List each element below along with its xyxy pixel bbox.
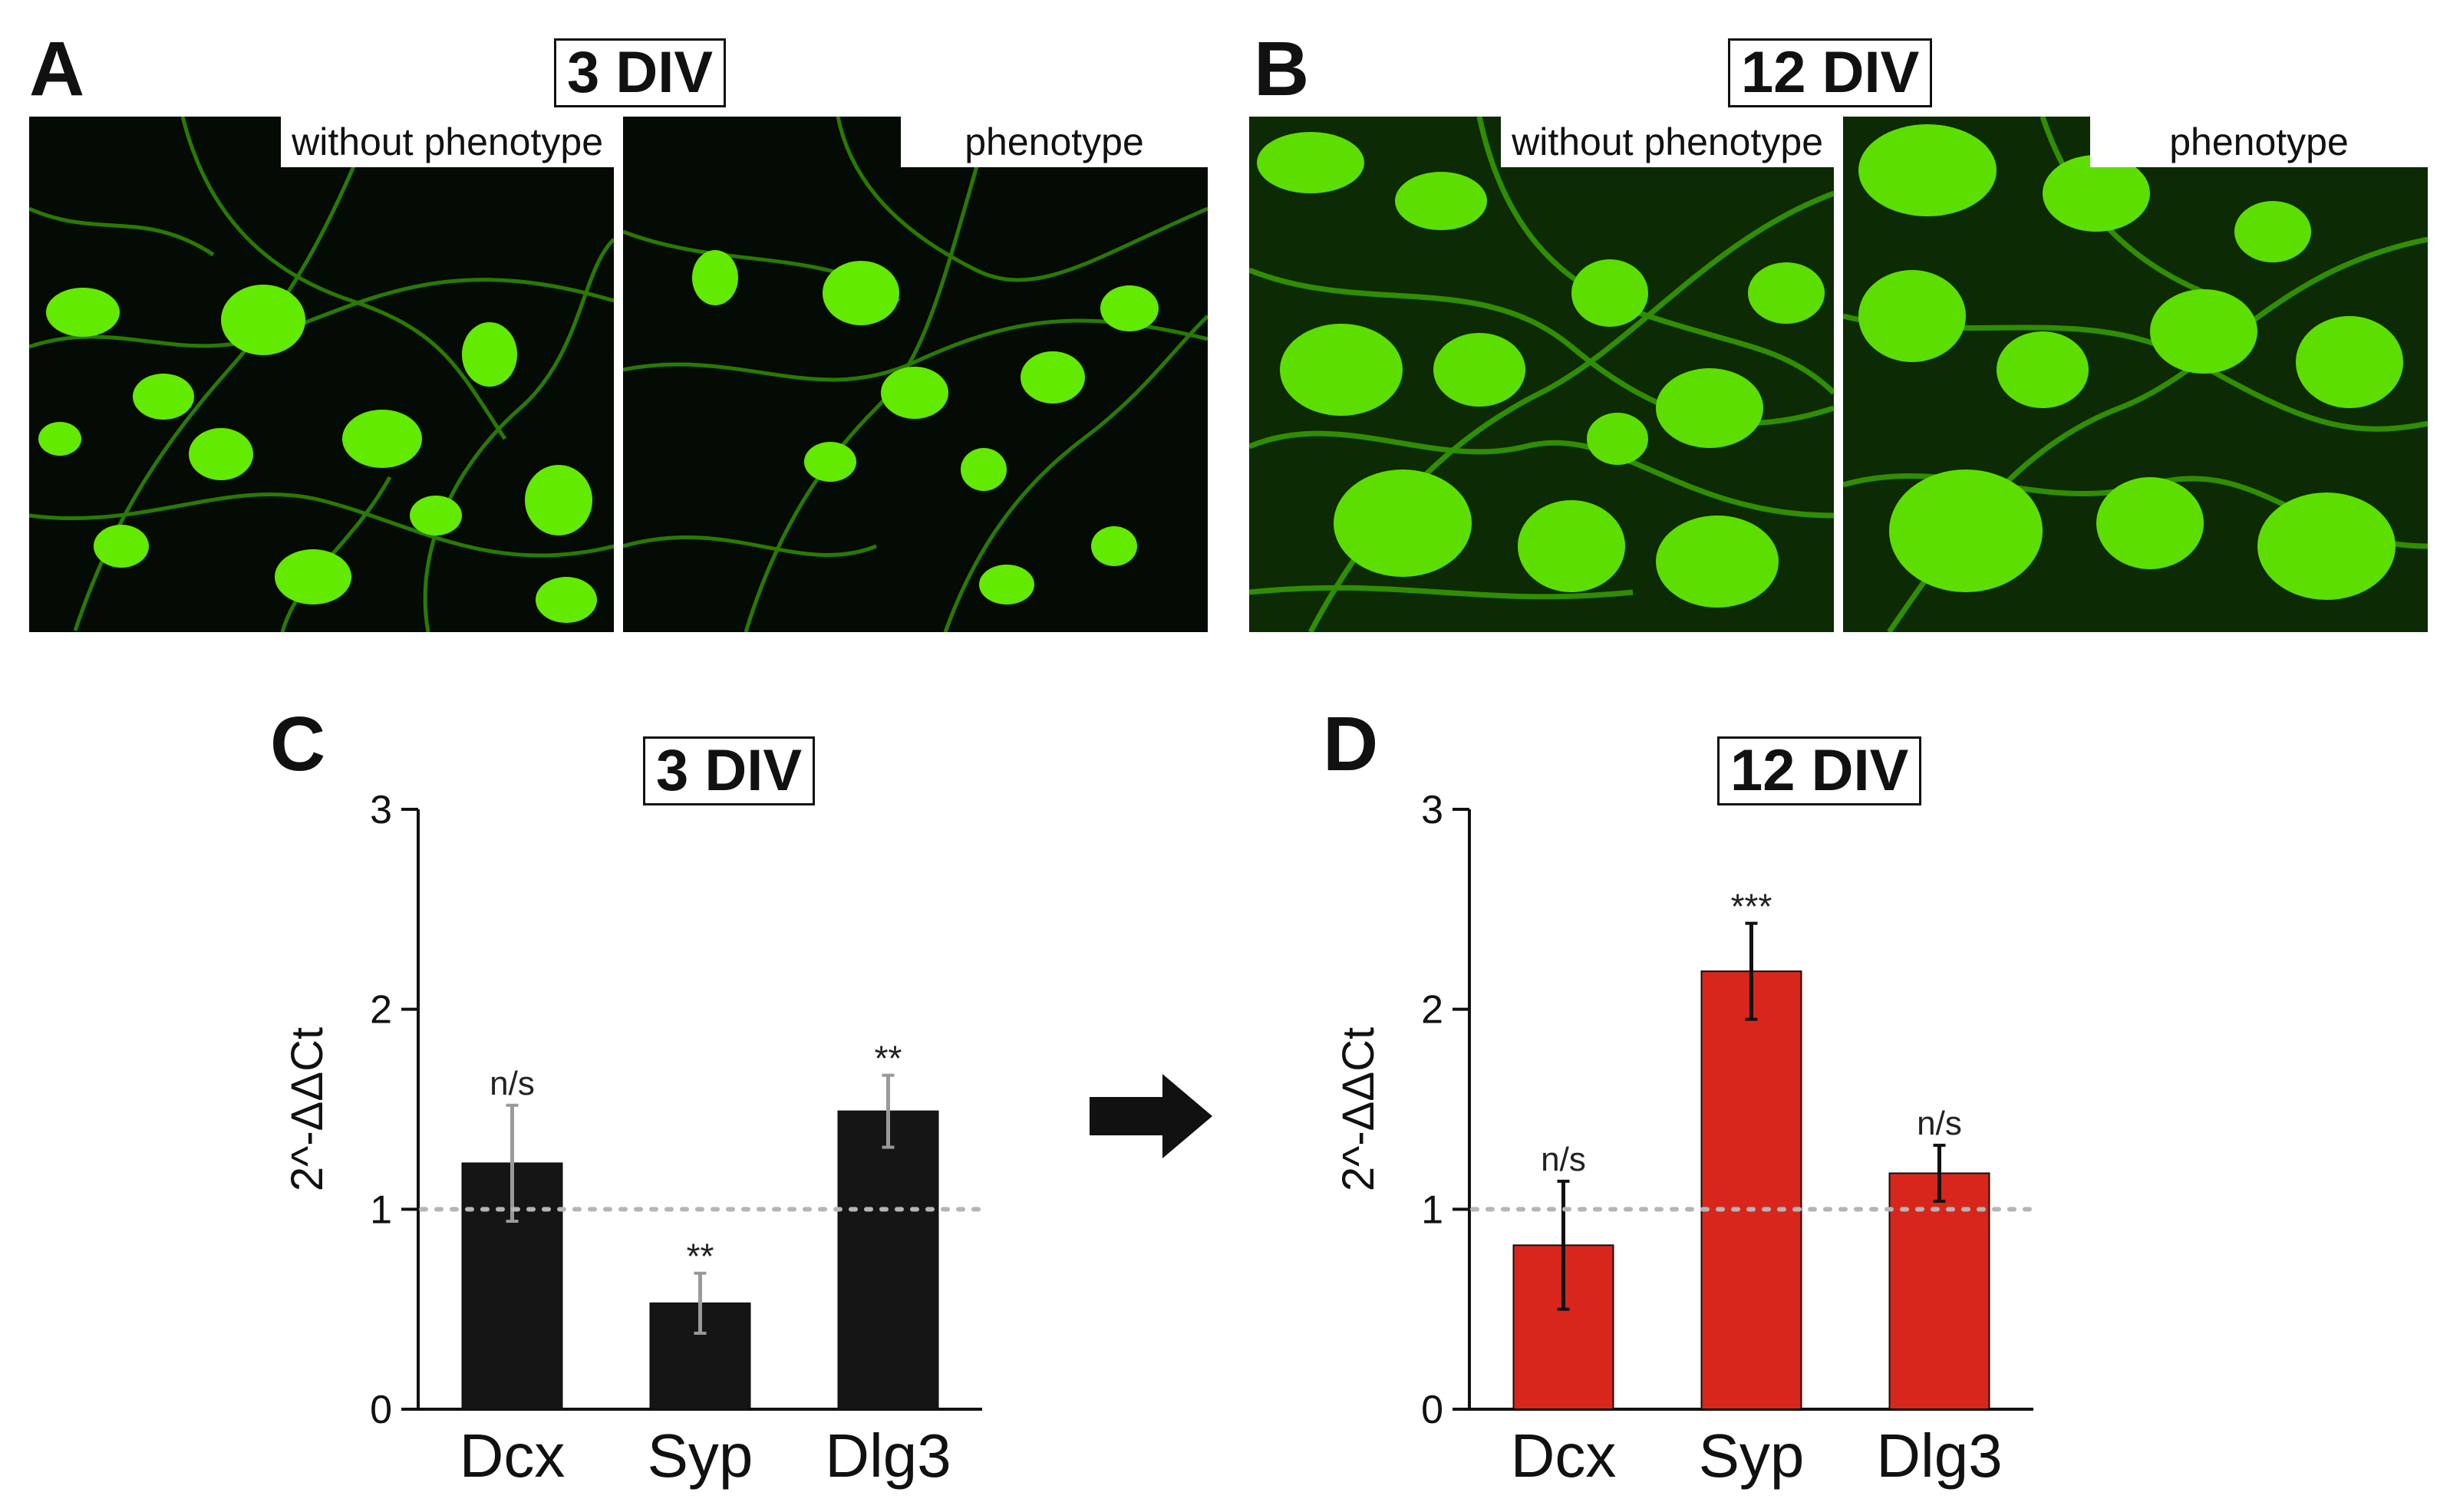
- chart-c: 0 1 2 3 2^-ΔΔCt n/s Dcx ** Syp ** Dlg3: [253, 775, 1036, 1511]
- bar-dlg3: [837, 1110, 939, 1410]
- y-tick-label: 3: [370, 788, 392, 832]
- chart-d: 0 1 2 3 2^-ΔΔCt n/s Dcx *** Syp n/s Dlg3: [1304, 775, 2087, 1511]
- right-arrow-icon: [1090, 1074, 1212, 1162]
- significance-label: **: [687, 1237, 714, 1276]
- micrograph-b-phenotype: phenotype: [1843, 117, 2428, 632]
- fluorescent-neurites: [623, 117, 1208, 632]
- panel-c-letter: C: [270, 701, 326, 787]
- micrograph-a-phenotype: phenotype: [623, 117, 1208, 632]
- x-tick-label: Dcx: [460, 1421, 566, 1490]
- chart-d-plot: 0 1 2 3 2^-ΔΔCt n/s Dcx *** Syp n/s Dlg3: [1334, 788, 2036, 1490]
- y-tick-label: 1: [1421, 1188, 1443, 1232]
- y-tick-label: 0: [370, 1388, 392, 1432]
- micrograph-b-without-phenotype: without phenotype: [1249, 117, 1834, 632]
- y-tick-label: 2: [370, 988, 392, 1033]
- y-tick-label: 1: [370, 1188, 392, 1232]
- panel-b-letter: B: [1254, 26, 1310, 112]
- micrograph-image: [623, 117, 1208, 632]
- x-tick-label: Syp: [1699, 1421, 1805, 1490]
- micrograph-image: [1843, 117, 2428, 632]
- x-tick-label: Dcx: [1511, 1421, 1617, 1490]
- micrograph-a-without-phenotype: without phenotype: [29, 117, 614, 632]
- label-phenotype: phenotype: [901, 117, 1208, 167]
- fluorescent-cell-bodies: [38, 285, 597, 623]
- significance-label: n/s: [1541, 1141, 1586, 1178]
- significance-label: **: [875, 1039, 902, 1079]
- label-without-phenotype: without phenotype: [1501, 117, 1834, 167]
- x-tick-label: Dlg3: [825, 1421, 951, 1490]
- fluorescent-cell-bodies: [1257, 132, 1825, 608]
- significance-label: ***: [1731, 887, 1772, 927]
- panel-d-letter: D: [1323, 701, 1379, 787]
- y-tick-label: 3: [1421, 788, 1443, 832]
- panel-d-title: 12 DIV: [1717, 736, 1922, 805]
- bar-syp: [1700, 970, 1802, 1410]
- label-phenotype: phenotype: [2090, 117, 2428, 167]
- micrograph-image: [29, 117, 614, 632]
- x-tick-label: Syp: [648, 1421, 753, 1490]
- y-tick-label: 0: [1421, 1388, 1443, 1432]
- y-tick-label: 2: [1421, 988, 1443, 1033]
- panel-a-title: 3 DIV: [554, 38, 727, 107]
- y-axis-label: 2^-ΔΔCt: [282, 1027, 332, 1191]
- fluorescent-cell-bodies: [1858, 124, 2403, 600]
- panel-a-letter: A: [29, 26, 85, 112]
- x-tick-label: Dlg3: [1876, 1421, 2003, 1490]
- label-without-phenotype: without phenotype: [281, 117, 614, 167]
- fluorescent-cell-bodies: [692, 250, 1159, 604]
- panel-c-title: 3 DIV: [643, 736, 816, 805]
- significance-label: n/s: [490, 1065, 535, 1102]
- significance-label: n/s: [1917, 1105, 1962, 1142]
- micrograph-image: [1249, 117, 1834, 632]
- panel-b-title: 12 DIV: [1728, 38, 1933, 107]
- chart-c-plot: 0 1 2 3 2^-ΔΔCt n/s Dcx ** Syp ** Dlg3: [282, 788, 984, 1490]
- y-axis-label: 2^-ΔΔCt: [1334, 1027, 1383, 1191]
